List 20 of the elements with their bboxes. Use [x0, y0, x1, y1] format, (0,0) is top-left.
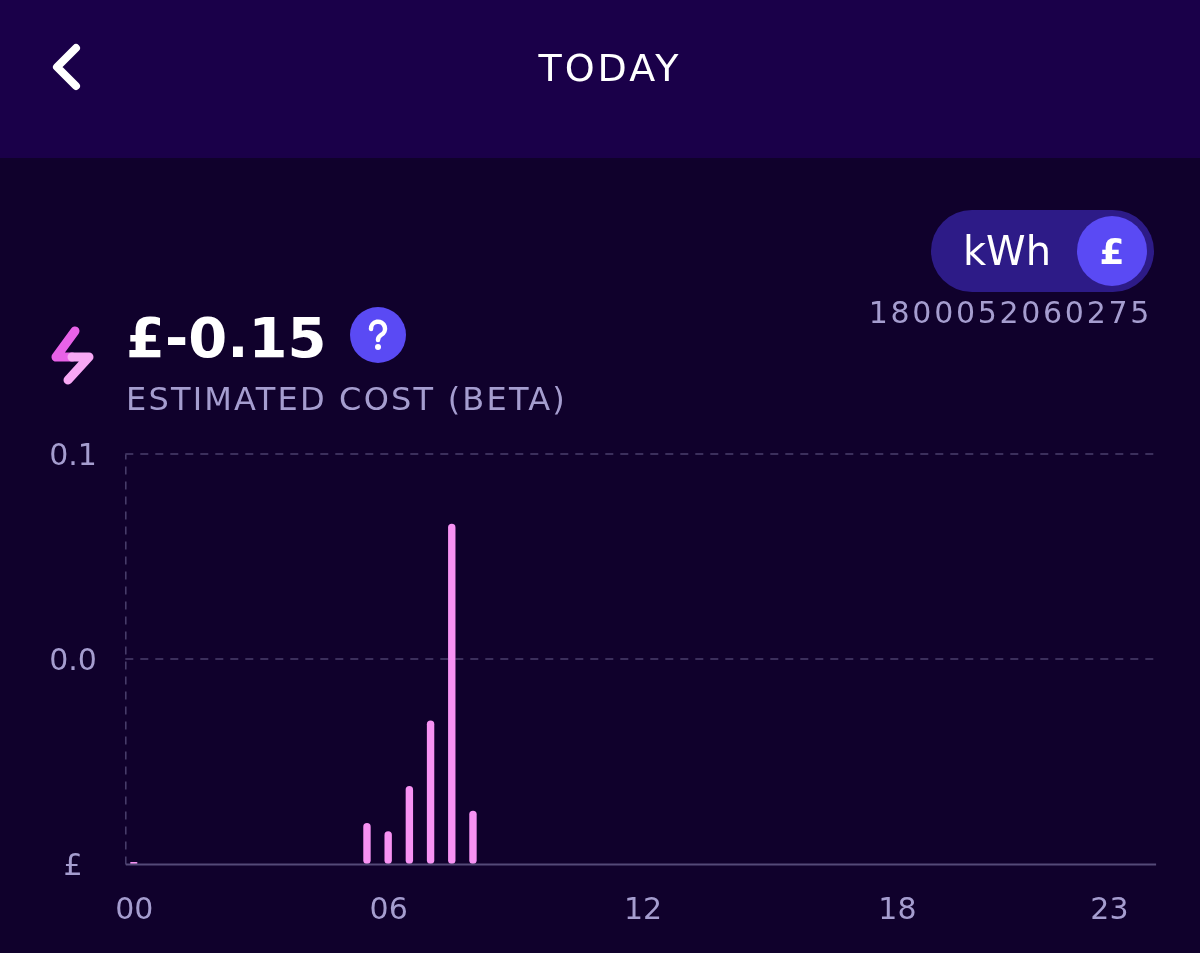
bar	[469, 810, 477, 864]
x-tick-label: 06	[369, 891, 408, 926]
bar	[384, 831, 392, 864]
y-tick-label: £	[63, 847, 83, 883]
bar	[363, 823, 371, 864]
text: 1800052060275	[868, 295, 1152, 330]
bar	[405, 786, 414, 864]
chart-subtitle: ESTIMATED COST (BETA)	[126, 380, 567, 418]
x-tick-label: 23	[1090, 891, 1129, 926]
y-tick-label: 0.1	[49, 437, 97, 473]
x-tick-label: 12	[623, 891, 663, 926]
text: £	[1099, 231, 1125, 272]
text: kWh	[962, 228, 1052, 274]
x-tick-label: 00	[115, 891, 154, 926]
chart-title: TODAY	[537, 46, 682, 90]
x-tick-label: 18	[878, 891, 917, 926]
y-tick-label: 0.0	[49, 642, 97, 678]
text: £-0.15	[126, 305, 327, 370]
bar	[448, 523, 456, 864]
bar	[426, 720, 435, 864]
